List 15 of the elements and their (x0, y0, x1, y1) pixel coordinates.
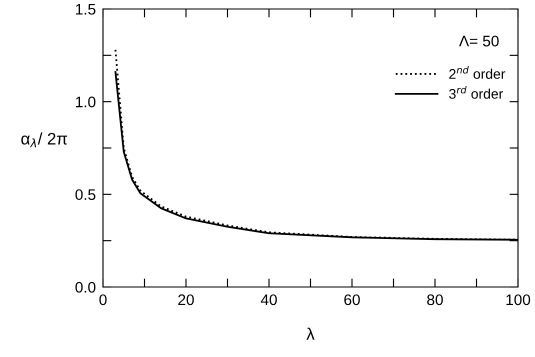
x-tick-label: 0 (99, 294, 107, 306)
y-tick-label: 0.5 (75, 189, 96, 200)
x-tick-label: 40 (260, 294, 277, 306)
y-axis-title: α$_{λ}$/ 2π (21, 132, 68, 148)
legend-label: 3$^{rd}$ order (449, 86, 504, 99)
x-tick-label: 60 (344, 294, 360, 306)
x-axis-title: λ (306, 328, 315, 340)
x-tick-label: 100 (506, 294, 530, 306)
y-tick-label: 1.0 (76, 96, 96, 108)
y-tick-label: 1.5 (76, 4, 96, 15)
x-tick-label: 20 (178, 294, 194, 306)
legend-label: 2$^{nd}$ order (449, 66, 506, 79)
annotation: Λ= 50 (459, 36, 499, 46)
x-tick-label: 80 (427, 294, 443, 306)
y-tick-label: 0.0 (75, 282, 96, 293)
